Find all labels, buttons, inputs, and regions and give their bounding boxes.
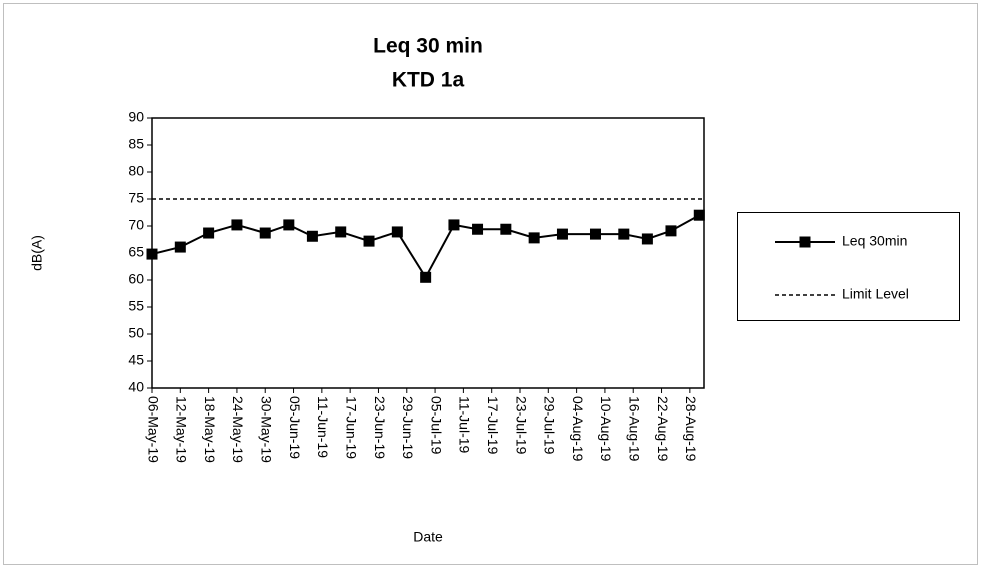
x-tick-label: 18-May-19 xyxy=(202,396,218,463)
legend-marker xyxy=(799,236,811,248)
y-tick-label: 75 xyxy=(128,190,144,206)
legend-label: Leq 30min xyxy=(842,233,907,249)
x-tick-label: 05-Jul-19 xyxy=(428,396,444,455)
marker xyxy=(556,228,568,240)
x-tick-label: 16-Aug-19 xyxy=(627,396,643,462)
marker xyxy=(472,223,484,235)
marker xyxy=(306,230,318,242)
x-tick-label: 12-May-19 xyxy=(174,396,190,463)
marker xyxy=(391,226,403,238)
x-tick-label: 30-May-19 xyxy=(259,396,275,463)
y-tick-label: 45 xyxy=(128,352,144,368)
marker xyxy=(146,248,158,260)
y-tick-label: 50 xyxy=(128,325,144,341)
legend-label: Limit Level xyxy=(842,286,909,302)
y-tick-label: 70 xyxy=(128,217,144,233)
x-tick-label: 24-May-19 xyxy=(230,396,246,463)
x-tick-label: 17-Jul-19 xyxy=(485,396,501,455)
marker xyxy=(665,225,677,237)
x-tick-label: 22-Aug-19 xyxy=(655,396,671,462)
marker xyxy=(618,228,630,240)
x-tick-label: 06-May-19 xyxy=(145,396,161,463)
y-tick-label: 60 xyxy=(128,271,144,287)
marker xyxy=(335,226,347,238)
y-tick-label: 40 xyxy=(128,379,144,395)
chart-subtitle: KTD 1a xyxy=(392,69,465,92)
x-tick-label: 11-Jun-19 xyxy=(315,396,331,458)
marker xyxy=(259,227,271,239)
y-tick-label: 65 xyxy=(128,244,144,260)
marker xyxy=(363,235,375,247)
y-axis-label: dB(A) xyxy=(29,235,45,271)
x-tick-label: 23-Jun-19 xyxy=(372,396,388,459)
y-tick-label: 90 xyxy=(128,109,144,125)
marker xyxy=(589,228,601,240)
marker xyxy=(693,209,705,221)
marker xyxy=(448,219,460,231)
marker xyxy=(283,219,295,231)
x-tick-label: 04-Aug-19 xyxy=(570,396,586,462)
x-tick-label: 05-Jun-19 xyxy=(287,396,303,459)
x-tick-label: 29-Jul-19 xyxy=(542,396,558,455)
marker xyxy=(231,219,243,231)
x-tick-label: 23-Jul-19 xyxy=(513,396,529,455)
x-tick-label: 10-Aug-19 xyxy=(598,396,614,462)
marker xyxy=(174,241,186,253)
y-tick-label: 80 xyxy=(128,163,144,179)
marker xyxy=(528,232,540,244)
chart-title: Leq 30 min xyxy=(373,35,483,58)
marker xyxy=(500,223,512,235)
marker xyxy=(203,227,215,239)
marker xyxy=(641,233,653,245)
x-tick-label: 11-Jul-19 xyxy=(457,396,473,454)
x-axis-label: Date xyxy=(413,529,443,545)
x-tick-label: 28-Aug-19 xyxy=(683,396,699,462)
legend-box xyxy=(737,212,960,321)
y-tick-label: 85 xyxy=(128,136,144,152)
x-tick-label: 17-Jun-19 xyxy=(343,396,359,459)
y-tick-label: 55 xyxy=(128,298,144,314)
x-tick-label: 29-Jun-19 xyxy=(400,396,416,459)
marker xyxy=(420,271,432,283)
